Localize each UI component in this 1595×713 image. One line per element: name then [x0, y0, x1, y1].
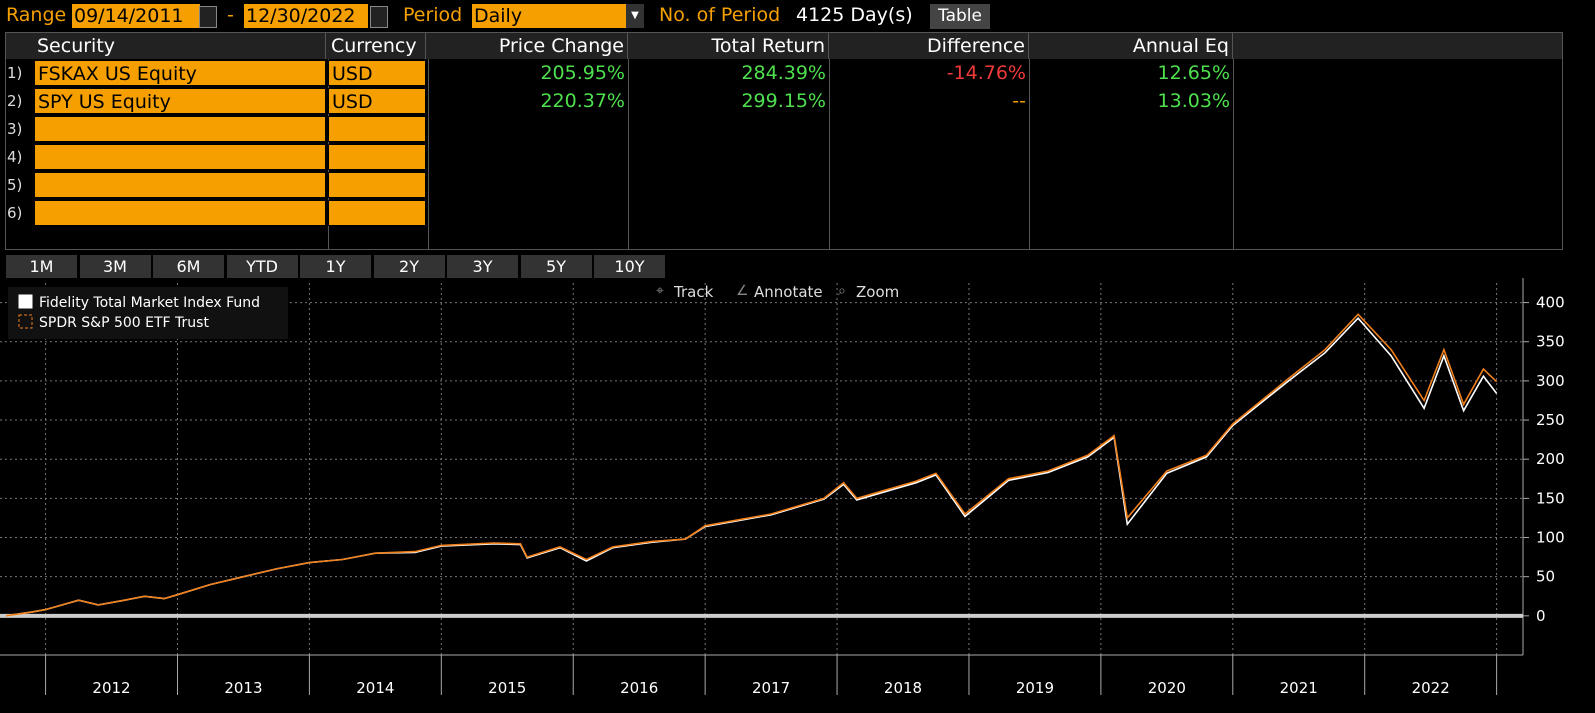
value-cell: 220.37%	[540, 90, 625, 112]
input-cell[interactable]: USD	[328, 88, 426, 114]
period-button[interactable]: 1Y	[300, 255, 371, 278]
y-tick-label: 100	[1536, 529, 1565, 547]
tool-icon: ⌕	[838, 283, 846, 299]
value-cell: 13.03%	[1157, 90, 1230, 112]
legend-label: SPDR S&P 500 ETF Trust	[39, 315, 209, 331]
period-button[interactable]: 10Y	[594, 255, 665, 278]
value-cell: 205.95%	[540, 62, 625, 84]
row-number: 2)	[7, 92, 23, 110]
legend-swatch	[18, 294, 33, 309]
count-value: 4125 Day(s)	[796, 4, 913, 26]
column-header: Total Return	[630, 33, 829, 59]
period-button[interactable]: 3Y	[447, 255, 518, 278]
period-button[interactable]: 6M	[153, 255, 224, 278]
input-cell[interactable]	[34, 172, 326, 198]
input-cell[interactable]: USD	[328, 60, 426, 86]
calendar-icon[interactable]	[199, 6, 217, 28]
column-divider	[1233, 59, 1234, 249]
y-tick-label: 200	[1536, 450, 1565, 468]
x-tick-label: 2018	[884, 679, 922, 697]
input-cell[interactable]	[328, 172, 426, 198]
calendar-icon[interactable]	[370, 6, 388, 28]
range-label: Range	[6, 4, 67, 26]
start-date[interactable]: 09/14/2011	[72, 4, 200, 28]
column-divider	[428, 59, 429, 249]
column-divider	[829, 59, 830, 249]
period-button[interactable]: YTD	[226, 255, 298, 278]
tool-icon: ⌖	[656, 283, 664, 299]
column-header: Security	[34, 33, 326, 59]
period-button[interactable]: 5Y	[520, 255, 592, 278]
dropdown-arrow[interactable]: ▼	[626, 4, 644, 28]
dash: -	[227, 4, 234, 26]
input-cell[interactable]	[328, 200, 426, 226]
row-number: 1)	[7, 64, 23, 82]
x-tick-label: 2021	[1280, 679, 1318, 697]
input-cell[interactable]	[328, 116, 426, 142]
value-cell: 284.39%	[741, 62, 826, 84]
column-header: Annual Eq	[1031, 33, 1233, 59]
y-tick-label: 400	[1536, 294, 1565, 312]
input-cell[interactable]	[34, 200, 326, 226]
y-tick-label: 50	[1536, 568, 1555, 586]
legend-label: Fidelity Total Market Index Fund	[39, 295, 260, 311]
input-cell[interactable]	[34, 144, 326, 170]
chart: 2012 2013 2014 2015 2016 2017 2018 2019 2020 2021…	[0, 278, 1565, 697]
x-tick-label: 2015	[488, 679, 526, 697]
value-cell: 12.65%	[1157, 62, 1230, 84]
row-number: 3)	[7, 120, 23, 138]
y-tick-label: 0	[1536, 607, 1546, 625]
y-tick-label: 250	[1536, 411, 1565, 429]
x-tick-label: 2012	[92, 679, 130, 697]
tool-icon: ∠	[736, 283, 749, 299]
tool-button[interactable]: Annotate	[754, 283, 823, 301]
column-divider	[1029, 59, 1030, 249]
column-divider	[628, 59, 629, 249]
end-date[interactable]: 12/30/2022	[244, 4, 368, 28]
column-header: Difference	[831, 33, 1029, 59]
table: Security Currency Price Change Total Return…	[5, 32, 1563, 250]
period-button[interactable]: 3M	[79, 255, 151, 278]
series-line	[5, 317, 1498, 617]
table-button[interactable]: Table	[930, 4, 990, 29]
input-cell[interactable]: FSKAX US Equity	[34, 60, 326, 86]
x-tick-label: 2014	[356, 679, 394, 697]
row-number: 4)	[7, 148, 23, 166]
x-tick-label: 2022	[1412, 679, 1450, 697]
x-tick-label: 2017	[752, 679, 790, 697]
y-tick-label: 350	[1536, 333, 1565, 351]
x-tick-label: 2020	[1148, 679, 1186, 697]
y-tick-label: 150	[1536, 489, 1565, 507]
input-cell[interactable]	[34, 116, 326, 142]
legend-box	[8, 287, 288, 339]
x-tick-label: 2019	[1016, 679, 1054, 697]
period-button[interactable]: 2Y	[373, 255, 445, 278]
series-line	[5, 313, 1498, 617]
column-header: Price Change	[428, 33, 628, 59]
x-tick-label: 2013	[224, 679, 262, 697]
legend-swatch	[18, 314, 33, 329]
y-tick-label: 300	[1536, 372, 1565, 390]
x-tick-label: 2016	[620, 679, 658, 697]
period-button[interactable]: 1M	[6, 255, 77, 278]
value-cell: --	[1012, 90, 1026, 112]
input-cell[interactable]	[328, 144, 426, 170]
tool-button[interactable]: Track	[674, 283, 714, 301]
value-cell: 299.15%	[741, 90, 826, 112]
period-label: Period	[403, 4, 463, 26]
input-cell[interactable]: SPY US Equity	[34, 88, 326, 114]
row-number: 5)	[7, 176, 23, 194]
period-select[interactable]: Daily	[472, 4, 626, 28]
tool-button[interactable]: Zoom	[856, 283, 900, 301]
row-number: 6)	[7, 204, 23, 222]
column-header: Currency	[328, 33, 426, 59]
value-cell: -14.76%	[946, 62, 1026, 84]
count-label: No. of Period	[659, 4, 781, 26]
